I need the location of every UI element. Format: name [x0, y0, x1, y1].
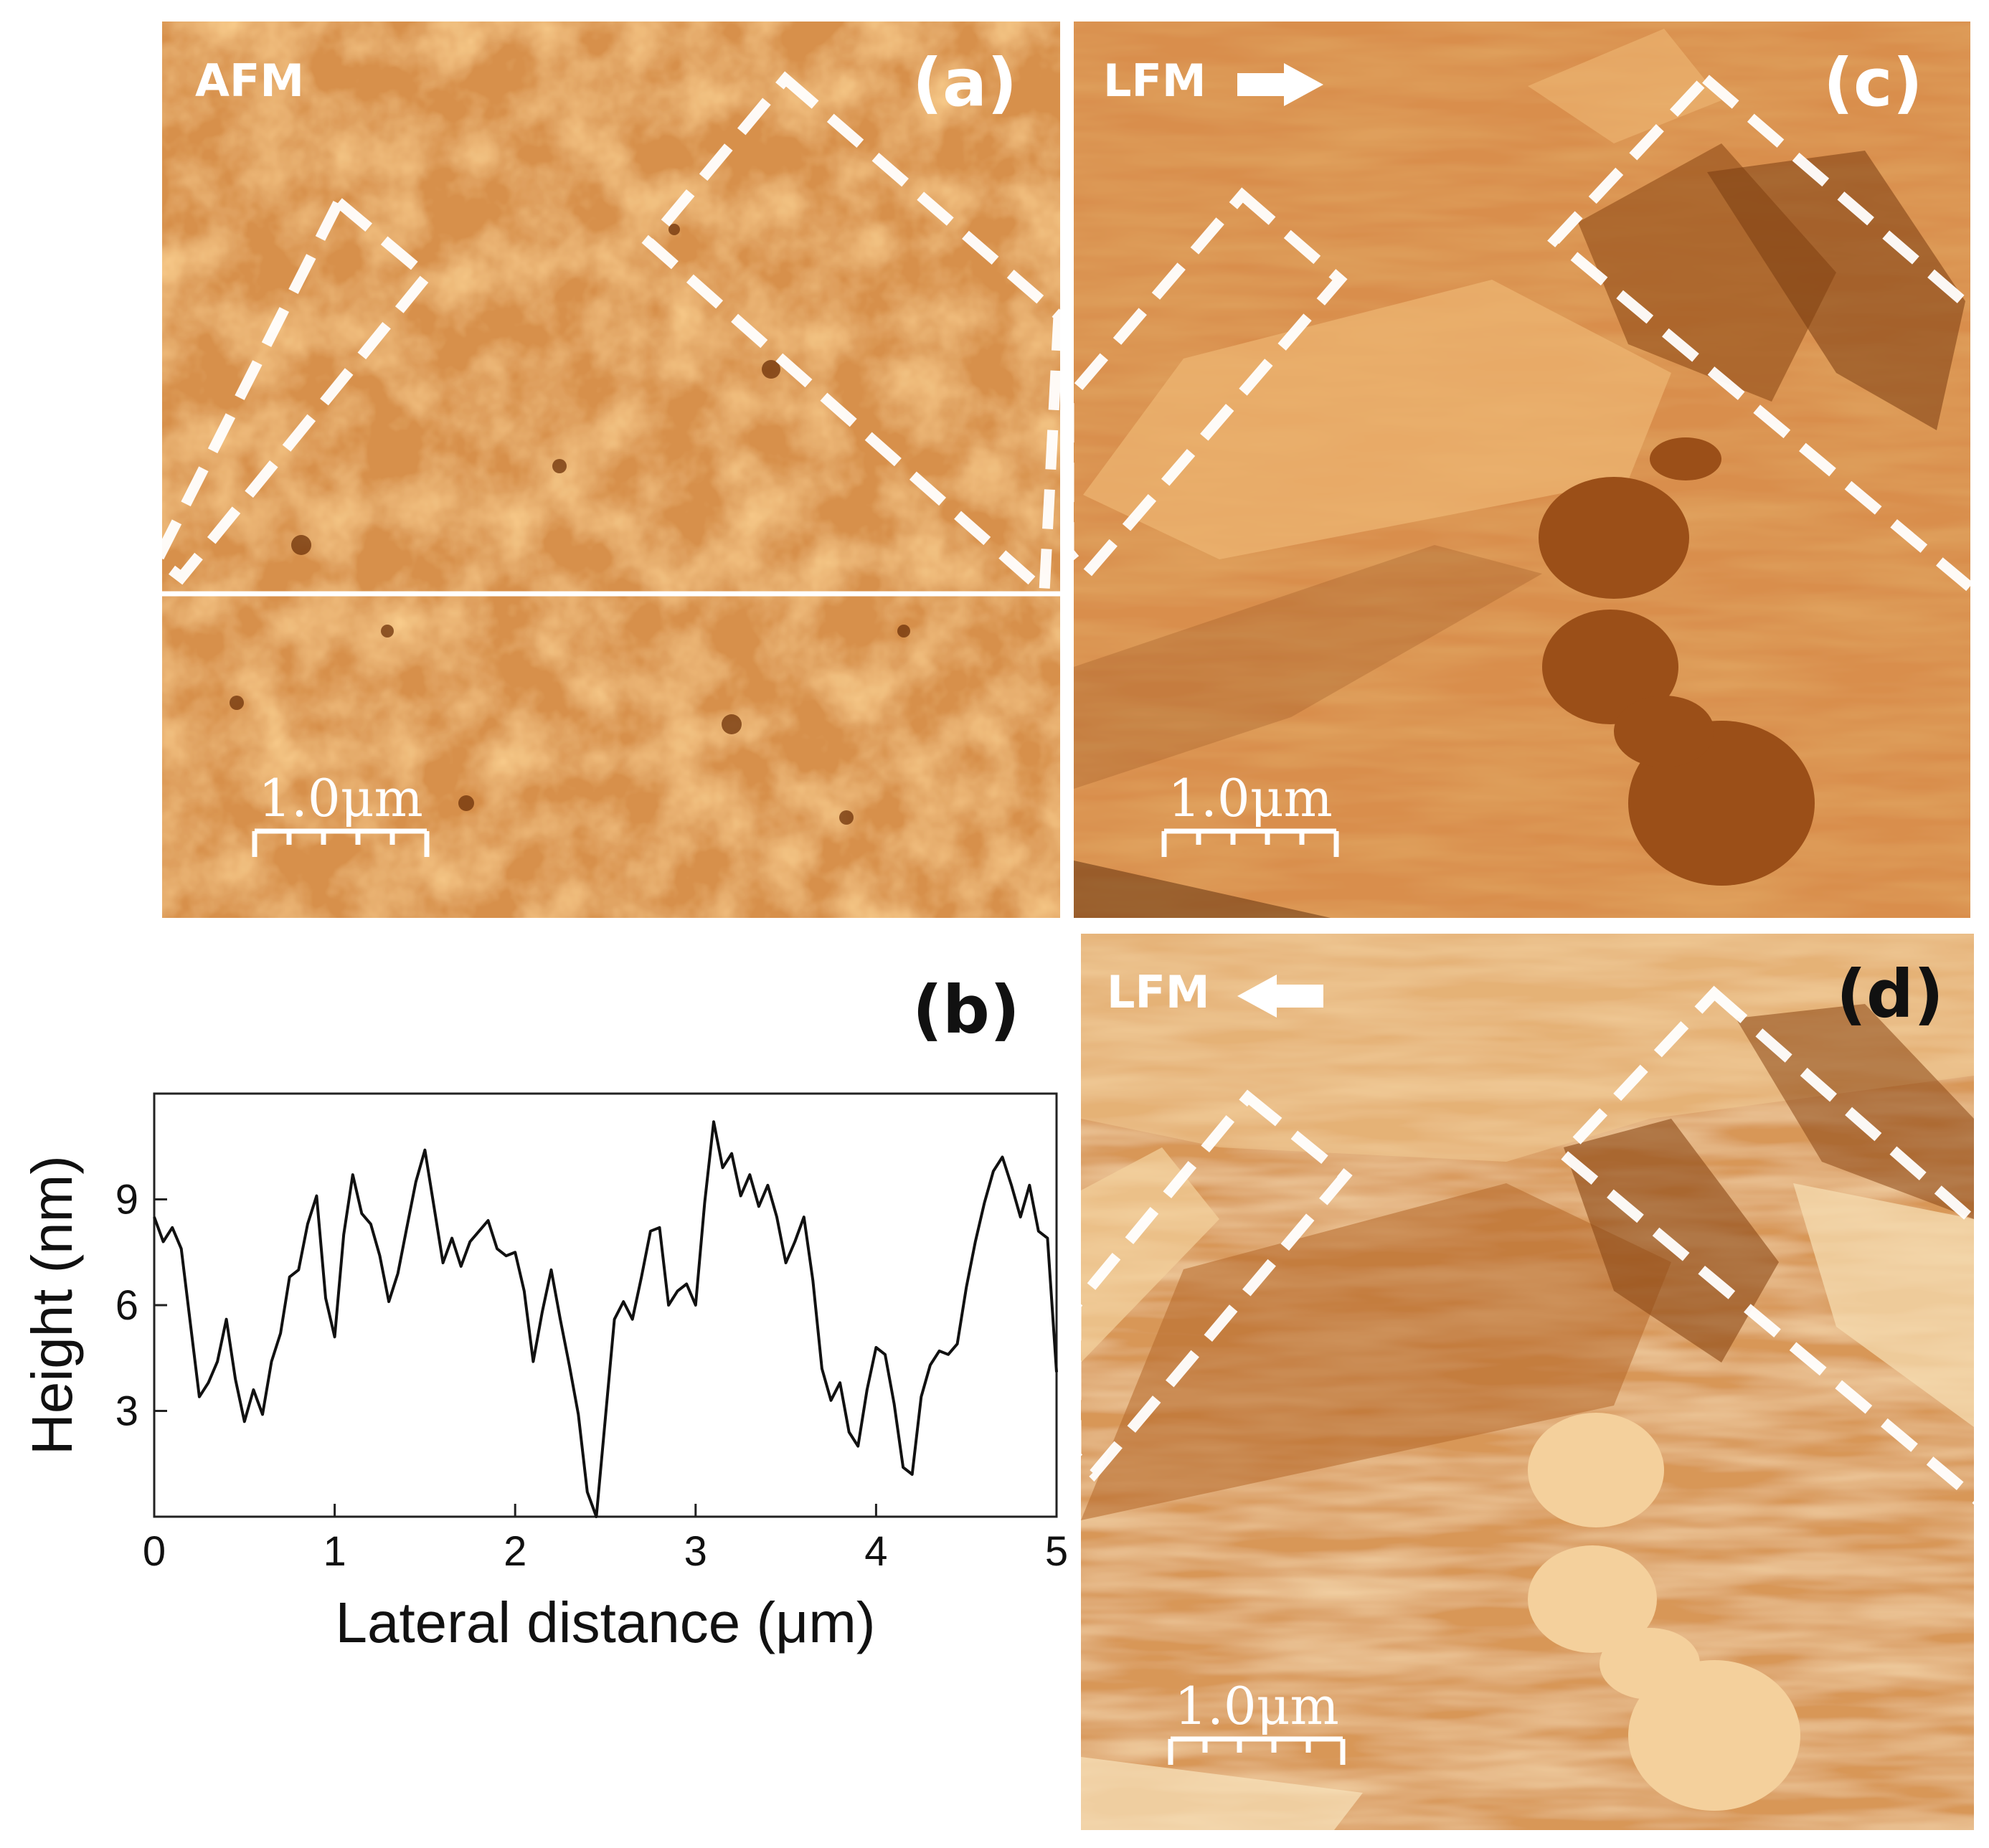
x-tick-label-2: 2 [504, 1528, 526, 1575]
x-axis: 0 1 2 3 4 5 [143, 1504, 1068, 1575]
panel-c-scalebar-label: 1.0μm [1168, 768, 1333, 828]
y-tick-label-2: 9 [115, 1177, 138, 1223]
panel-d-lfm-image [1081, 934, 1974, 1830]
y-axis-label: Height (nm) [20, 1155, 84, 1455]
panel-a-letter: (a) [912, 44, 1017, 121]
panel-c-dark-domains [1539, 437, 1815, 886]
panel-c-mode-label: LFM [1103, 55, 1206, 107]
panel-a-mode-label: AFM [195, 55, 304, 107]
y-axis: 3 6 9 [115, 1177, 167, 1435]
x-axis-label: Lateral distance (μm) [335, 1591, 875, 1654]
dashed-boxes-a [162, 71, 1060, 603]
panel-a-scalebar [252, 828, 430, 857]
panel-a-scalebar-label: 1.0μm [258, 768, 423, 828]
y-tick-label-0: 3 [115, 1388, 138, 1435]
y-tick-label-1: 6 [115, 1282, 138, 1329]
height-profile-line [153, 1120, 1058, 1518]
panel-d-letter: (d) [1836, 956, 1944, 1033]
panel-c-letter: (c) [1823, 44, 1923, 121]
panel-c-arrow-right-icon [1237, 63, 1323, 106]
panel-d-scalebar [1168, 1736, 1346, 1765]
panel-d-scalebar-label: 1.0μm [1174, 1676, 1339, 1736]
dashed-boxes-c [1074, 71, 1970, 594]
panel-a-afm-image [162, 22, 1060, 918]
panel-b-height-profile-plot: 0 1 2 3 4 5 3 6 9 Lateral distance (μm) Height … [20, 1092, 1068, 1654]
x-tick-label-0: 0 [143, 1528, 166, 1575]
panel-d-light-domains [1528, 1413, 1800, 1811]
x-tick-label-4: 4 [864, 1528, 887, 1575]
panel-c-scalebar [1161, 828, 1339, 857]
x-tick-label-1: 1 [323, 1528, 346, 1575]
panel-c-flakes [1074, 29, 1965, 789]
panel-c-lfm-image [1074, 22, 1970, 918]
dashed-boxes-d [1081, 985, 1974, 1505]
panel-d-arrow-left-icon [1237, 975, 1323, 1018]
x-tick-label-3: 3 [684, 1528, 707, 1575]
plot-frame [153, 1092, 1058, 1518]
x-tick-label-5: 5 [1045, 1528, 1068, 1575]
panel-d-mode-label: LFM [1107, 966, 1210, 1018]
panel-b-letter: (b) [912, 972, 1020, 1048]
